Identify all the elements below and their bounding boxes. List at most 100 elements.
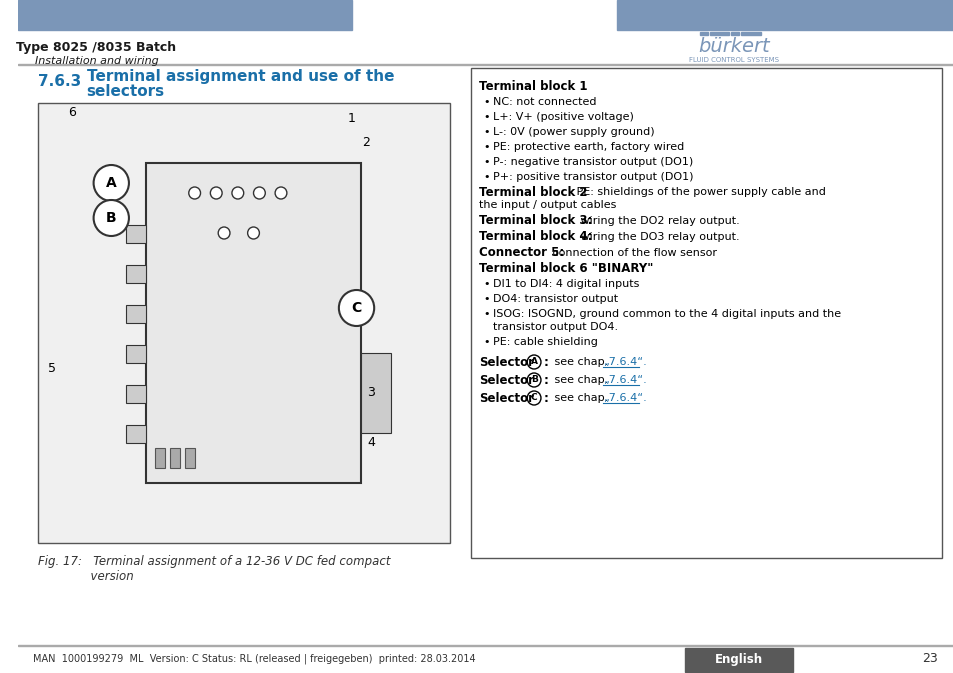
Text: Terminal block 6 "BINARY": Terminal block 6 "BINARY"	[478, 262, 653, 275]
Circle shape	[189, 187, 200, 199]
Text: „7.6.4“.: „7.6.4“.	[602, 357, 646, 367]
Text: :: :	[543, 392, 548, 404]
Text: the input / output cables: the input / output cables	[478, 200, 616, 210]
Text: wiring the DO3 relay output.: wiring the DO3 relay output.	[577, 232, 740, 242]
Circle shape	[527, 373, 540, 387]
Bar	[18, 0, 352, 30]
Bar	[126, 265, 146, 283]
Text: selectors: selectors	[87, 83, 165, 98]
Circle shape	[232, 187, 243, 199]
Text: „7.6.4“.: „7.6.4“.	[602, 393, 646, 403]
Bar	[38, 103, 449, 543]
Bar	[684, 648, 792, 672]
Text: •: •	[482, 337, 489, 347]
Bar	[471, 68, 942, 558]
Text: A: A	[106, 176, 116, 190]
Text: Selector: Selector	[478, 374, 534, 386]
Text: P+: positive transistor output (DO1): P+: positive transistor output (DO1)	[493, 172, 693, 182]
Bar	[126, 305, 146, 323]
Text: bürkert: bürkert	[698, 38, 769, 57]
Text: DI1 to DI4: 4 digital inputs: DI1 to DI4: 4 digital inputs	[493, 279, 639, 289]
Bar	[126, 425, 146, 443]
Text: 6: 6	[68, 106, 76, 120]
Text: Selector: Selector	[478, 355, 534, 369]
Text: PE: cable shielding: PE: cable shielding	[493, 337, 598, 347]
Bar	[18, 63, 953, 65]
Text: C: C	[351, 301, 361, 315]
Text: L+: V+ (positive voltage): L+: V+ (positive voltage)	[493, 112, 633, 122]
Text: •: •	[482, 127, 489, 137]
Bar	[155, 448, 165, 468]
Text: •: •	[482, 142, 489, 152]
Bar	[185, 448, 194, 468]
Text: Terminal block 1: Terminal block 1	[478, 79, 587, 92]
Text: 1: 1	[347, 112, 355, 125]
Bar	[126, 225, 146, 243]
Text: •: •	[482, 294, 489, 304]
Text: Terminal assignment and use of the: Terminal assignment and use of the	[87, 69, 394, 85]
Circle shape	[210, 187, 222, 199]
Text: Terminal block 4:: Terminal block 4:	[478, 230, 592, 244]
Circle shape	[248, 227, 259, 239]
Text: 3: 3	[367, 386, 375, 400]
Text: L-: 0V (power supply ground): L-: 0V (power supply ground)	[493, 127, 654, 137]
Text: Connector 5:: Connector 5:	[478, 246, 564, 260]
Text: •: •	[482, 172, 489, 182]
Text: Type 8025 /8035 Batch: Type 8025 /8035 Batch	[16, 42, 176, 55]
Text: 7.6.3: 7.6.3	[38, 73, 81, 89]
Circle shape	[338, 290, 374, 326]
Text: 23: 23	[922, 653, 938, 666]
Text: Terminal block 2: Terminal block 2	[478, 186, 587, 199]
Bar	[18, 645, 953, 646]
Bar	[146, 163, 361, 483]
Bar	[709, 32, 729, 35]
Text: :: :	[543, 374, 548, 386]
Bar	[18, 645, 953, 673]
Text: •: •	[482, 309, 489, 319]
Circle shape	[527, 355, 540, 369]
Text: •: •	[482, 97, 489, 107]
Text: see chap.: see chap.	[550, 357, 611, 367]
Text: •: •	[482, 112, 489, 122]
Text: English: English	[715, 653, 762, 666]
Text: transistor output DO4.: transistor output DO4.	[493, 322, 618, 332]
Bar	[740, 32, 760, 35]
Text: •: •	[482, 279, 489, 289]
Circle shape	[93, 165, 129, 201]
Text: „7.6.4“.: „7.6.4“.	[602, 375, 646, 385]
Text: Selector: Selector	[478, 392, 534, 404]
Text: ISOG: ISOGND, ground common to the 4 digital inputs and the: ISOG: ISOGND, ground common to the 4 dig…	[493, 309, 841, 319]
Text: Fig. 17:   Terminal assignment of a 12-36 V DC fed compact
              version: Fig. 17: Terminal assignment of a 12-36 …	[38, 555, 390, 583]
Text: P-: negative transistor output (DO1): P-: negative transistor output (DO1)	[493, 157, 693, 167]
Text: NC: not connected: NC: not connected	[493, 97, 596, 107]
Circle shape	[527, 391, 540, 405]
Text: B: B	[106, 211, 116, 225]
Circle shape	[274, 187, 287, 199]
Text: •: •	[482, 157, 489, 167]
Text: C: C	[530, 394, 537, 402]
Text: connection of the flow sensor: connection of the flow sensor	[548, 248, 716, 258]
Text: PE: shieldings of the power supply cable and: PE: shieldings of the power supply cable…	[573, 187, 825, 197]
Text: FLUID CONTROL SYSTEMS: FLUID CONTROL SYSTEMS	[688, 57, 779, 63]
Circle shape	[93, 200, 129, 236]
Bar	[126, 345, 146, 363]
Bar	[170, 448, 180, 468]
Text: 4: 4	[367, 437, 375, 450]
Bar	[731, 32, 739, 35]
Text: see chap.: see chap.	[550, 393, 611, 403]
Text: see chap.: see chap.	[550, 375, 611, 385]
Text: MAN  1000199279  ML  Version: C Status: RL (released | freigegeben)  printed: 28: MAN 1000199279 ML Version: C Status: RL …	[32, 653, 475, 664]
Bar	[616, 0, 953, 30]
Circle shape	[253, 187, 265, 199]
Text: :: :	[543, 355, 548, 369]
Text: B: B	[530, 376, 537, 384]
Circle shape	[218, 227, 230, 239]
Text: 2: 2	[362, 137, 370, 149]
Text: 5: 5	[49, 361, 56, 374]
Text: DO4: transistor output: DO4: transistor output	[493, 294, 618, 304]
Bar	[361, 353, 391, 433]
Text: wiring the DO2 relay output.: wiring the DO2 relay output.	[577, 216, 740, 226]
Bar	[700, 32, 707, 35]
Text: Installation and wiring: Installation and wiring	[34, 56, 158, 66]
Text: Terminal block 3:: Terminal block 3:	[478, 215, 592, 227]
